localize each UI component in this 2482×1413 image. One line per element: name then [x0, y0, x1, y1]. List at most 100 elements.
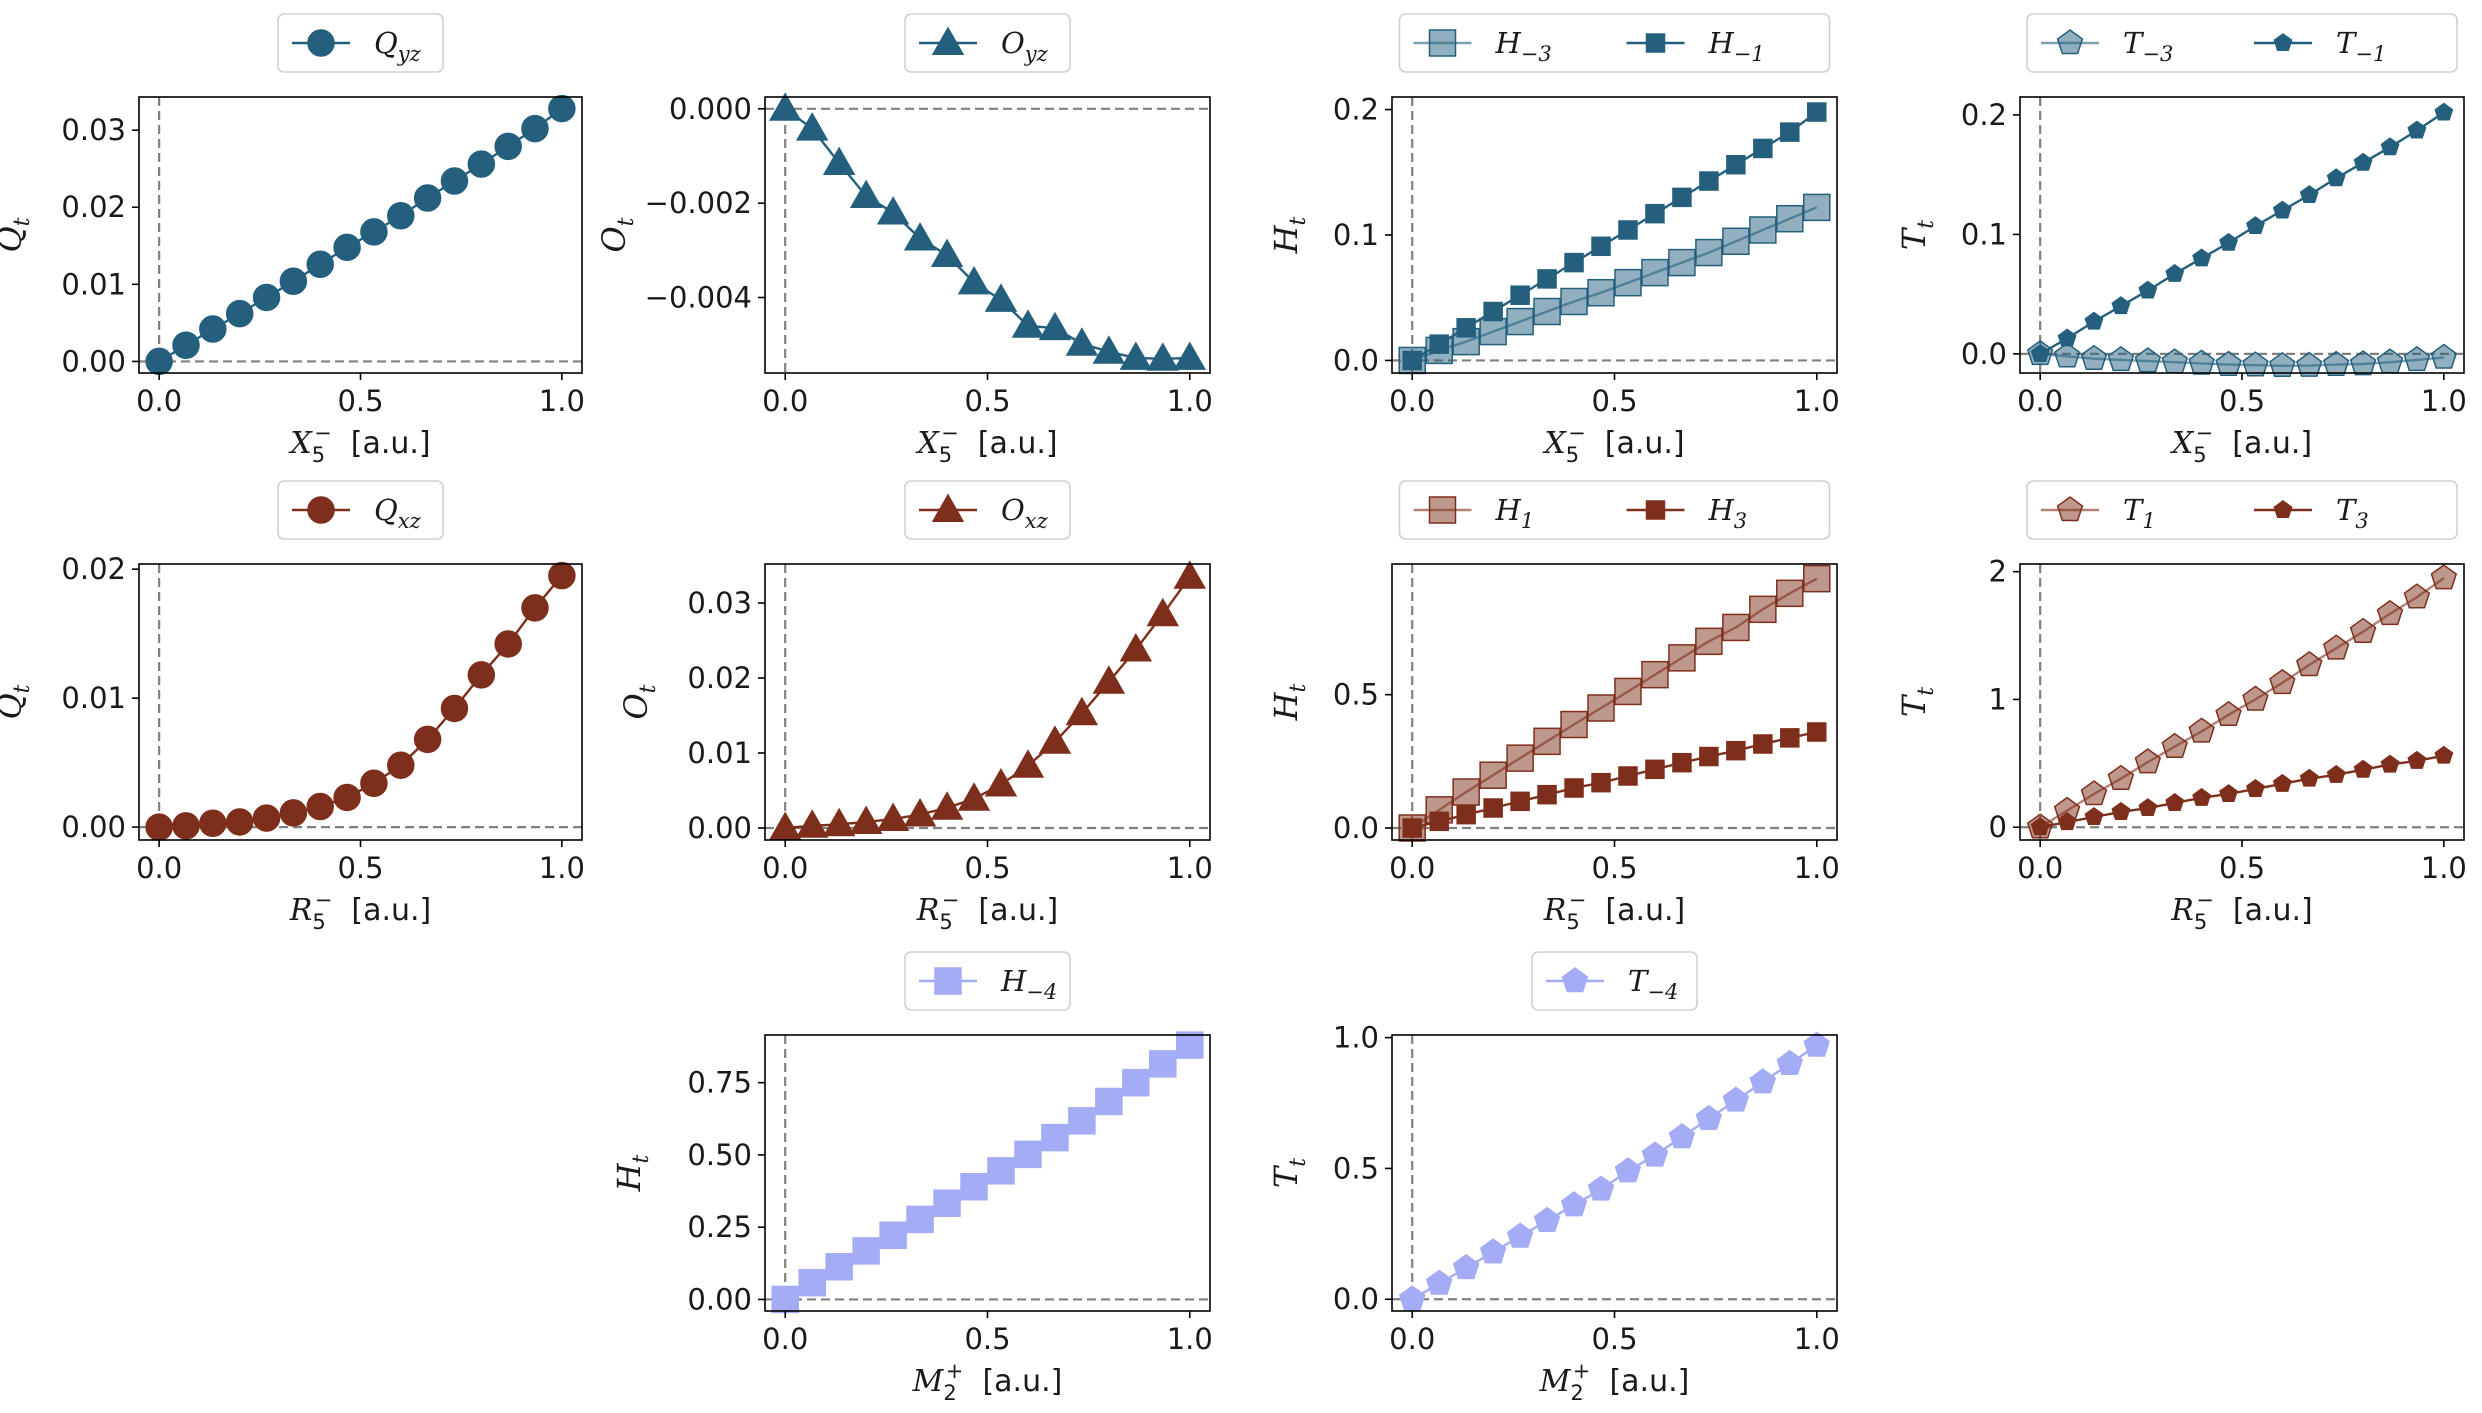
data-point-T_-3 — [2376, 348, 2404, 374]
data-point-H_-4 — [1095, 1087, 1123, 1116]
data-point-H_3 — [1753, 734, 1773, 754]
data-point-H_-4 — [852, 1237, 880, 1265]
x-tick-label: 1.0 — [2421, 384, 2467, 418]
x-tick-label: 0.5 — [1591, 851, 1637, 885]
data-point-O_xz — [957, 782, 991, 811]
legend-marker-H_-4 — [934, 967, 962, 995]
data-point-H_1 — [1452, 778, 1480, 806]
data-point-T_-3 — [2188, 349, 2215, 375]
data-point-T_-1 — [2299, 185, 2319, 204]
data-point-T_3 — [2165, 792, 2185, 811]
data-point-T_1 — [2242, 685, 2269, 711]
series-line-T_-4 — [1411, 1044, 1818, 1301]
data-point-H_-4 — [906, 1205, 934, 1234]
series-line-T_1 — [2039, 577, 2445, 829]
x-tick-label: 1.0 — [539, 384, 585, 418]
x-tick-label: 0.0 — [2017, 851, 2063, 885]
y-tick-label: 0.00 — [61, 344, 126, 378]
x-tick-label: 0.0 — [2017, 384, 2063, 418]
data-point-T_-4 — [1452, 1253, 1480, 1280]
data-point-H_1 — [1479, 761, 1507, 789]
y-tick-label: 0.00 — [687, 811, 752, 845]
y-tick-label: 0.01 — [61, 681, 126, 715]
chart-panel-p12: 0.0 0.5 1.0 0.000 −0.002 −0.004 X5− [a.u.] Ot Oy… — [595, 13, 1213, 467]
data-point-T_-4 — [1695, 1104, 1723, 1130]
data-point-H_-1 — [1402, 350, 1422, 371]
x-axis-label: R5− [a.u.] — [289, 888, 432, 934]
data-point-H_1 — [1506, 744, 1534, 772]
data-point-H_-4 — [1068, 1107, 1096, 1135]
x-tick-label: 0.0 — [762, 1322, 808, 1356]
data-point-H_3 — [1537, 784, 1557, 805]
y-axis-label: Ht — [610, 1154, 654, 1192]
chart-panel-p21: 0.0 0.5 1.0 0.00 0.01 0.02 R5− [a.u.] Qt Qxz — [0, 480, 585, 934]
data-point-Q_xz — [494, 630, 522, 658]
x-axis-label: X5− [a.u.] — [2170, 421, 2312, 467]
legend-label-T_1: T1 — [2123, 493, 2156, 533]
data-point-Q_xz — [360, 769, 388, 798]
data-point-H_-1 — [1780, 122, 1800, 142]
x-axis-label: R5− [a.u.] — [1543, 888, 1686, 934]
data-point-H_-3 — [1641, 258, 1669, 287]
data-point-T_-1 — [2407, 120, 2427, 139]
legend-frame — [1398, 13, 1831, 73]
y-axis-label: Tt — [1895, 687, 1939, 717]
data-point-H_3 — [1807, 722, 1827, 742]
data-point-T_1 — [2376, 599, 2404, 626]
data-point-O_yz — [957, 265, 991, 295]
chart-panel-p22: 0.0 0.5 1.0 0.00 0.01 0.02 0.03 R5− [a.u.] Ot Oxz — [617, 480, 1213, 934]
data-point-H_-1 — [1753, 138, 1773, 159]
data-point-T_3 — [2030, 817, 2050, 836]
data-point-H_1 — [1641, 660, 1669, 689]
legend-frame — [277, 13, 444, 73]
data-point-H_-3 — [1668, 248, 1696, 277]
y-tick-label: 0.50 — [687, 1138, 752, 1172]
data-point-T_-3 — [2430, 343, 2458, 369]
legend-label-T_-1: T−1 — [2336, 26, 2386, 66]
x-tick-label: 1.0 — [1167, 384, 1213, 418]
legend: Qxz — [277, 480, 444, 540]
data-point-H_-3 — [1614, 268, 1642, 297]
x-tick-label: 0.0 — [136, 384, 182, 418]
data-point-O_xz — [903, 798, 937, 827]
x-tick-label: 0.5 — [964, 851, 1010, 885]
data-point-H_-1 — [1510, 285, 1530, 305]
data-point-H_-3 — [1776, 204, 1804, 233]
data-point-T_3 — [2272, 773, 2292, 792]
data-point-T_-3 — [2053, 342, 2081, 368]
data-point-H_3 — [1591, 772, 1611, 793]
data-point-H_-1 — [1726, 154, 1746, 175]
series-line-Q_xz — [159, 574, 563, 829]
x-axis-label: X5− [a.u.] — [1542, 421, 1684, 467]
x-tick-label: 1.0 — [2421, 851, 2467, 885]
x-axis-label: X5− [a.u.] — [288, 421, 430, 467]
y-axis-label: Ot — [595, 217, 639, 252]
axes-frame — [764, 563, 1211, 841]
y-tick-label: 0.1 — [1333, 218, 1379, 252]
data-point-Q_yz — [225, 299, 254, 328]
data-point-H_-4 — [933, 1189, 961, 1217]
legend-frame — [904, 951, 1071, 1011]
legend-marker-T_-3 — [2056, 29, 2084, 55]
data-point-H_-3 — [1506, 307, 1534, 336]
data-point-O_xz — [795, 809, 829, 838]
legend-label-Q_xz: Qxz — [374, 493, 422, 533]
data-point-H_1 — [1803, 564, 1831, 593]
data-point-T_-1 — [2246, 216, 2265, 235]
data-point-H_-4 — [1176, 1031, 1204, 1059]
data-point-H_-1 — [1429, 334, 1449, 354]
data-point-H_3 — [1699, 746, 1719, 767]
data-point-H_-1 — [1807, 102, 1827, 122]
legend-frame — [277, 480, 444, 540]
data-point-Q_xz — [387, 751, 415, 779]
data-point-T_-4 — [1722, 1086, 1750, 1112]
data-point-O_xz — [1119, 633, 1153, 662]
data-point-H_-1 — [1645, 203, 1665, 224]
data-point-Q_yz — [494, 132, 522, 161]
data-point-T_1 — [2403, 583, 2431, 609]
y-tick-label: 0.0 — [1333, 343, 1379, 377]
data-point-T_-3 — [2322, 350, 2350, 376]
data-point-Q_yz — [172, 331, 200, 359]
data-point-T_-1 — [2111, 296, 2131, 315]
